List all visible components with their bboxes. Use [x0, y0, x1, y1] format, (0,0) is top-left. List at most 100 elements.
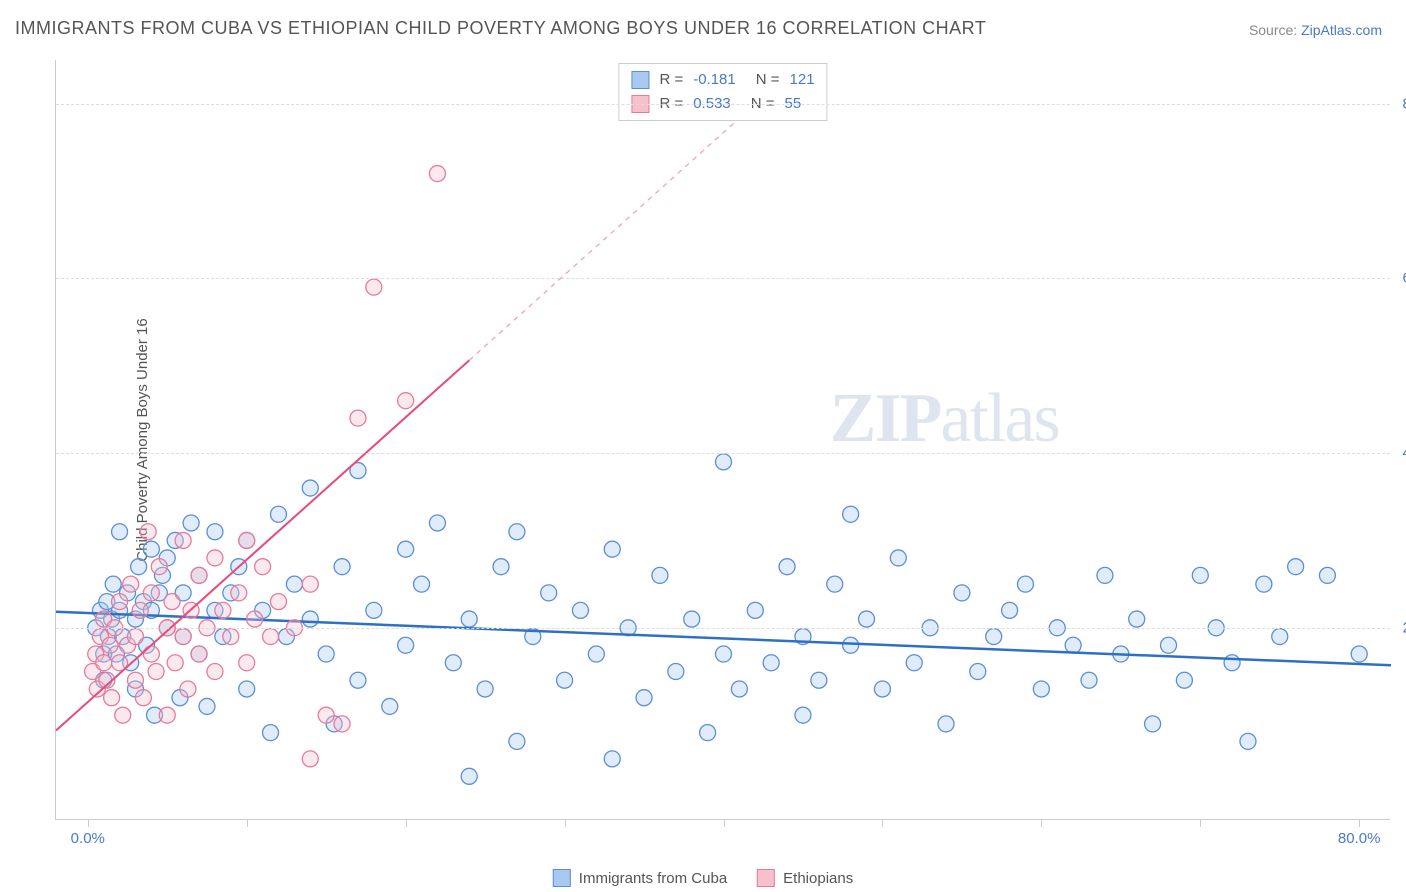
data-point	[954, 585, 970, 601]
data-point	[104, 690, 120, 706]
data-point	[652, 567, 668, 583]
data-point	[843, 637, 859, 653]
data-point	[175, 532, 191, 548]
chart-plot-area: Child Poverty Among Boys Under 16 ZIPatl…	[55, 60, 1390, 820]
data-point	[1145, 716, 1161, 732]
data-point	[811, 672, 827, 688]
x-tick	[882, 819, 883, 827]
legend-swatch	[631, 71, 649, 89]
data-point	[366, 602, 382, 618]
stat-n-label: N =	[756, 68, 780, 92]
x-tick	[406, 819, 407, 827]
data-point	[302, 611, 318, 627]
data-point	[366, 279, 382, 295]
data-point	[700, 725, 716, 741]
data-point	[859, 611, 875, 627]
data-point	[350, 672, 366, 688]
x-tick	[1359, 819, 1360, 827]
data-point	[207, 524, 223, 540]
data-point	[143, 646, 159, 662]
x-tick-label: 0.0%	[71, 830, 105, 847]
data-point	[255, 559, 271, 575]
legend-item: Ethiopians	[757, 869, 853, 887]
legend-item: Immigrants from Cuba	[553, 869, 727, 887]
data-point	[302, 576, 318, 592]
data-point	[731, 681, 747, 697]
data-point	[1161, 637, 1177, 653]
data-point	[986, 629, 1002, 645]
data-point	[461, 611, 477, 627]
data-point	[938, 716, 954, 732]
y-tick-label: 20.0%	[1395, 619, 1406, 636]
data-point	[135, 690, 151, 706]
data-point	[231, 585, 247, 601]
data-point	[1192, 567, 1208, 583]
data-point	[102, 637, 118, 653]
gridline-horizontal	[56, 278, 1390, 279]
data-point	[302, 480, 318, 496]
data-point	[143, 585, 159, 601]
data-point	[132, 602, 148, 618]
data-point	[318, 707, 334, 723]
x-tick	[247, 819, 248, 827]
data-point	[271, 506, 287, 522]
data-point	[874, 681, 890, 697]
data-point	[1017, 576, 1033, 592]
x-tick	[565, 819, 566, 827]
data-point	[1097, 567, 1113, 583]
source-label: Source:	[1249, 22, 1297, 38]
x-tick	[88, 819, 89, 827]
data-point	[1272, 629, 1288, 645]
data-point	[123, 576, 139, 592]
legend-swatch	[553, 869, 571, 887]
data-point	[1319, 567, 1335, 583]
stat-r-label: R =	[659, 68, 683, 92]
x-tick	[724, 819, 725, 827]
data-point	[827, 576, 843, 592]
data-point	[167, 655, 183, 671]
data-point	[779, 559, 795, 575]
data-point	[223, 629, 239, 645]
data-point	[747, 602, 763, 618]
legend-swatch	[757, 869, 775, 887]
data-point	[763, 655, 779, 671]
data-point	[143, 541, 159, 557]
data-point	[127, 629, 143, 645]
scatter-plot-svg	[56, 60, 1390, 819]
x-tick	[1200, 819, 1201, 827]
data-point	[557, 672, 573, 688]
data-point	[636, 690, 652, 706]
stat-n-value: 121	[790, 68, 815, 92]
data-point	[140, 524, 156, 540]
source-link[interactable]: ZipAtlas.com	[1301, 22, 1382, 38]
data-point	[429, 166, 445, 182]
x-tick-label: 80.0%	[1338, 830, 1381, 847]
data-point	[112, 594, 128, 610]
data-point	[1033, 681, 1049, 697]
data-point	[127, 672, 143, 688]
data-point	[334, 716, 350, 732]
data-point	[263, 725, 279, 741]
data-point	[1065, 637, 1081, 653]
x-tick	[1041, 819, 1042, 827]
data-point	[350, 410, 366, 426]
data-point	[414, 576, 430, 592]
data-point	[1240, 733, 1256, 749]
stat-r-value: -0.181	[693, 68, 736, 92]
data-point	[239, 681, 255, 697]
data-point	[318, 646, 334, 662]
data-point	[207, 550, 223, 566]
legend-label: Immigrants from Cuba	[579, 870, 727, 887]
data-point	[604, 751, 620, 767]
data-point	[477, 681, 493, 697]
data-point	[572, 602, 588, 618]
data-point	[1351, 646, 1367, 662]
y-tick-label: 40.0%	[1395, 445, 1406, 462]
data-point	[1002, 602, 1018, 618]
data-point	[183, 515, 199, 531]
chart-title: IMMIGRANTS FROM CUBA VS ETHIOPIAN CHILD …	[15, 18, 986, 39]
data-point	[191, 567, 207, 583]
data-point	[263, 629, 279, 645]
data-point	[795, 707, 811, 723]
y-tick-label: 80.0%	[1395, 95, 1406, 112]
